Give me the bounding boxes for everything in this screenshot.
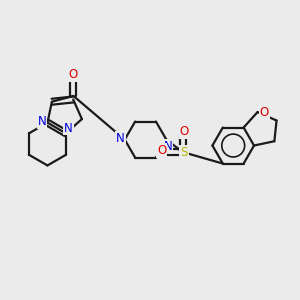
Text: N: N <box>164 140 172 153</box>
Text: N: N <box>64 122 73 134</box>
Text: O: O <box>69 68 78 81</box>
Text: O: O <box>260 106 269 118</box>
Text: S: S <box>180 146 188 159</box>
Text: O: O <box>157 144 167 157</box>
Text: N: N <box>116 132 125 145</box>
Text: N: N <box>38 115 46 128</box>
Text: O: O <box>180 125 189 138</box>
